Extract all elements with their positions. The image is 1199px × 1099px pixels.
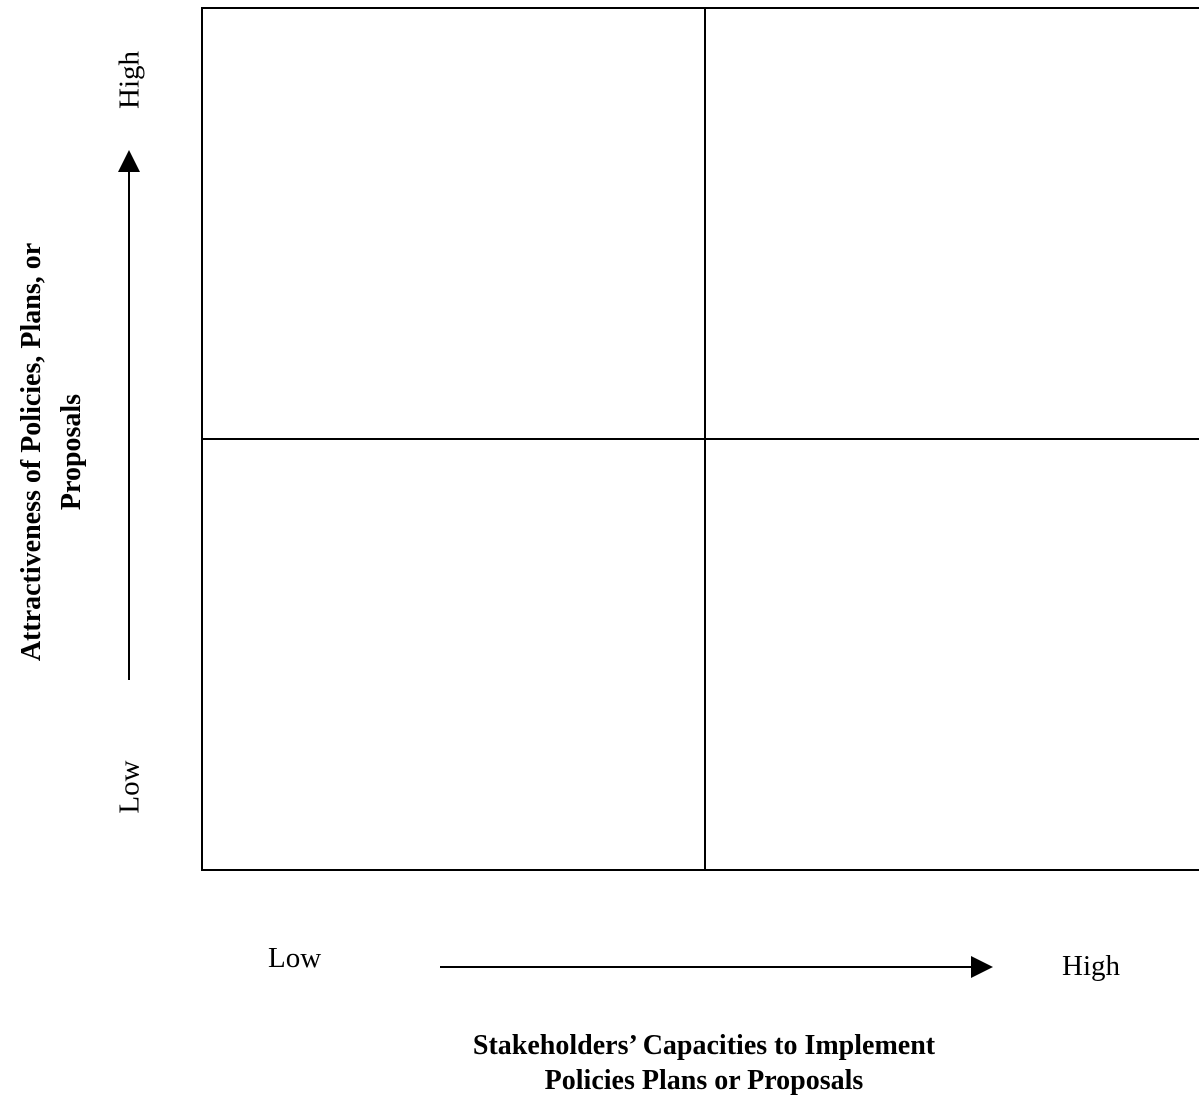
x-axis-arrowhead-icon	[971, 956, 993, 978]
y-axis-title: Attractiveness of Policies, Plans, or Pr…	[12, 243, 92, 661]
y-axis-title-line2: Proposals	[56, 393, 87, 511]
y-axis-low-label: Low	[113, 760, 146, 814]
y-axis-high-label: High	[113, 51, 146, 109]
grid-horizontal-divider	[201, 438, 1199, 440]
y-axis-arrowhead-icon	[118, 150, 140, 172]
x-axis-arrow-line	[440, 966, 975, 968]
y-axis-arrow-line	[128, 168, 130, 680]
x-axis-title-line2: Policies Plans or Proposals	[544, 1065, 864, 1096]
x-axis-title: Stakeholders’ Capacities to Implement Po…	[430, 1028, 978, 1098]
x-axis-title-line1: Stakeholders’ Capacities to Implement	[472, 1030, 936, 1061]
x-axis-high-label: High	[1062, 950, 1120, 982]
x-axis-low-label: Low	[268, 942, 322, 974]
y-axis-title-line1: Attractiveness of Policies, Plans, or	[16, 242, 47, 662]
